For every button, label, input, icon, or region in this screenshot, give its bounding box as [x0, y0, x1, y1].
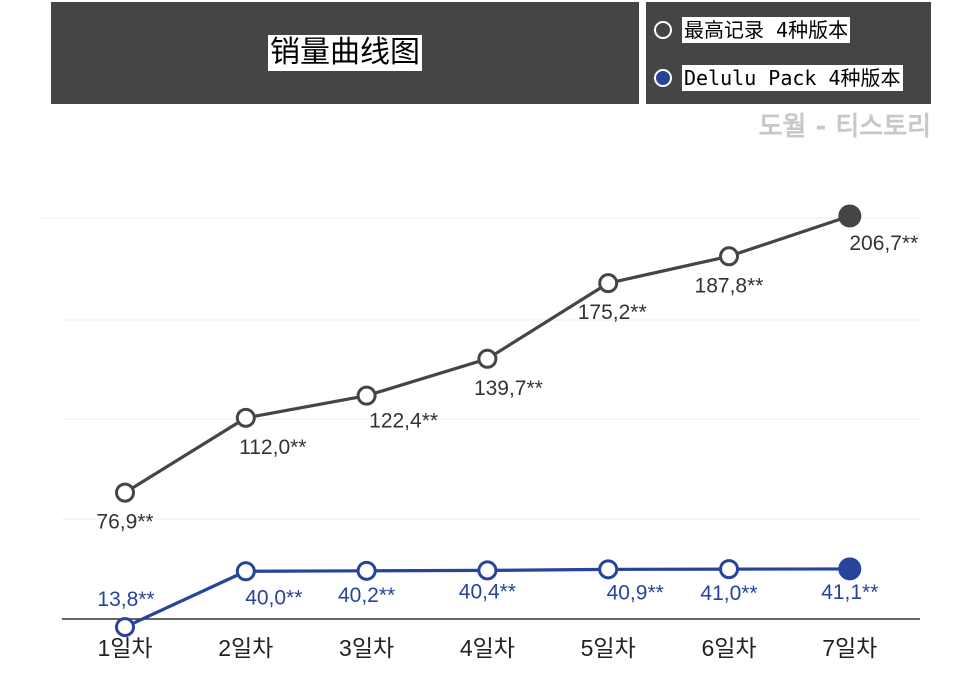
data-point: [115, 482, 135, 503]
data-point: [719, 559, 739, 580]
data-point: [115, 617, 135, 638]
legend-marker-record: [654, 21, 672, 39]
data-label: 175,2**: [578, 301, 647, 324]
data-label: 40,4**: [459, 580, 516, 603]
data-point: [598, 273, 619, 294]
data-point: [356, 385, 377, 406]
data-point: [598, 559, 619, 580]
data-label: 187,8**: [695, 274, 764, 297]
data-point: [838, 557, 862, 581]
x-tick-label: 1일차: [97, 635, 152, 661]
data-label: 41,1**: [821, 581, 878, 604]
legend-item-delulu: Delulu Pack 4种版本: [654, 63, 903, 93]
legend-marker-delulu: [654, 69, 672, 87]
legend: 最高记录 4种版本 Delulu Pack 4种版本: [646, 2, 931, 104]
x-tick-label: 2일차: [218, 635, 273, 661]
data-point: [477, 560, 498, 581]
x-tick-label: 3일차: [339, 635, 394, 661]
data-point: [235, 407, 256, 428]
data-label: 40,2**: [338, 584, 395, 607]
legend-item-record: 最高记录 4种版本: [654, 15, 851, 45]
data-label: 139,7**: [474, 377, 543, 400]
data-label: 40,9**: [607, 581, 664, 604]
legend-label-delulu: Delulu Pack 4种版本: [682, 65, 903, 91]
chart-title-box: 销量曲线图: [51, 2, 639, 104]
data-label: 112,0**: [239, 436, 306, 459]
data-label: 41,0**: [700, 582, 757, 605]
data-point: [838, 204, 862, 228]
data-point: [235, 561, 256, 582]
data-label: 76,9**: [96, 511, 153, 534]
data-label: 13,8**: [97, 588, 154, 611]
data-label: 40,0**: [245, 586, 302, 609]
x-tick-label: 4일차: [460, 635, 515, 661]
data-label: 122,4**: [369, 410, 438, 433]
x-tick-label: 5일차: [581, 635, 636, 661]
data-point: [477, 348, 498, 369]
legend-label-record: 最高记录 4种版本: [682, 17, 851, 43]
chart-title: 销量曲线图: [268, 35, 422, 71]
x-tick-label: 7일차: [822, 635, 877, 661]
data-label: 206,7**: [849, 232, 918, 255]
data-point: [356, 560, 377, 581]
x-tick-label: 6일차: [701, 635, 756, 661]
data-point: [719, 246, 739, 267]
watermark: 도월 - 티스토리: [758, 112, 931, 142]
